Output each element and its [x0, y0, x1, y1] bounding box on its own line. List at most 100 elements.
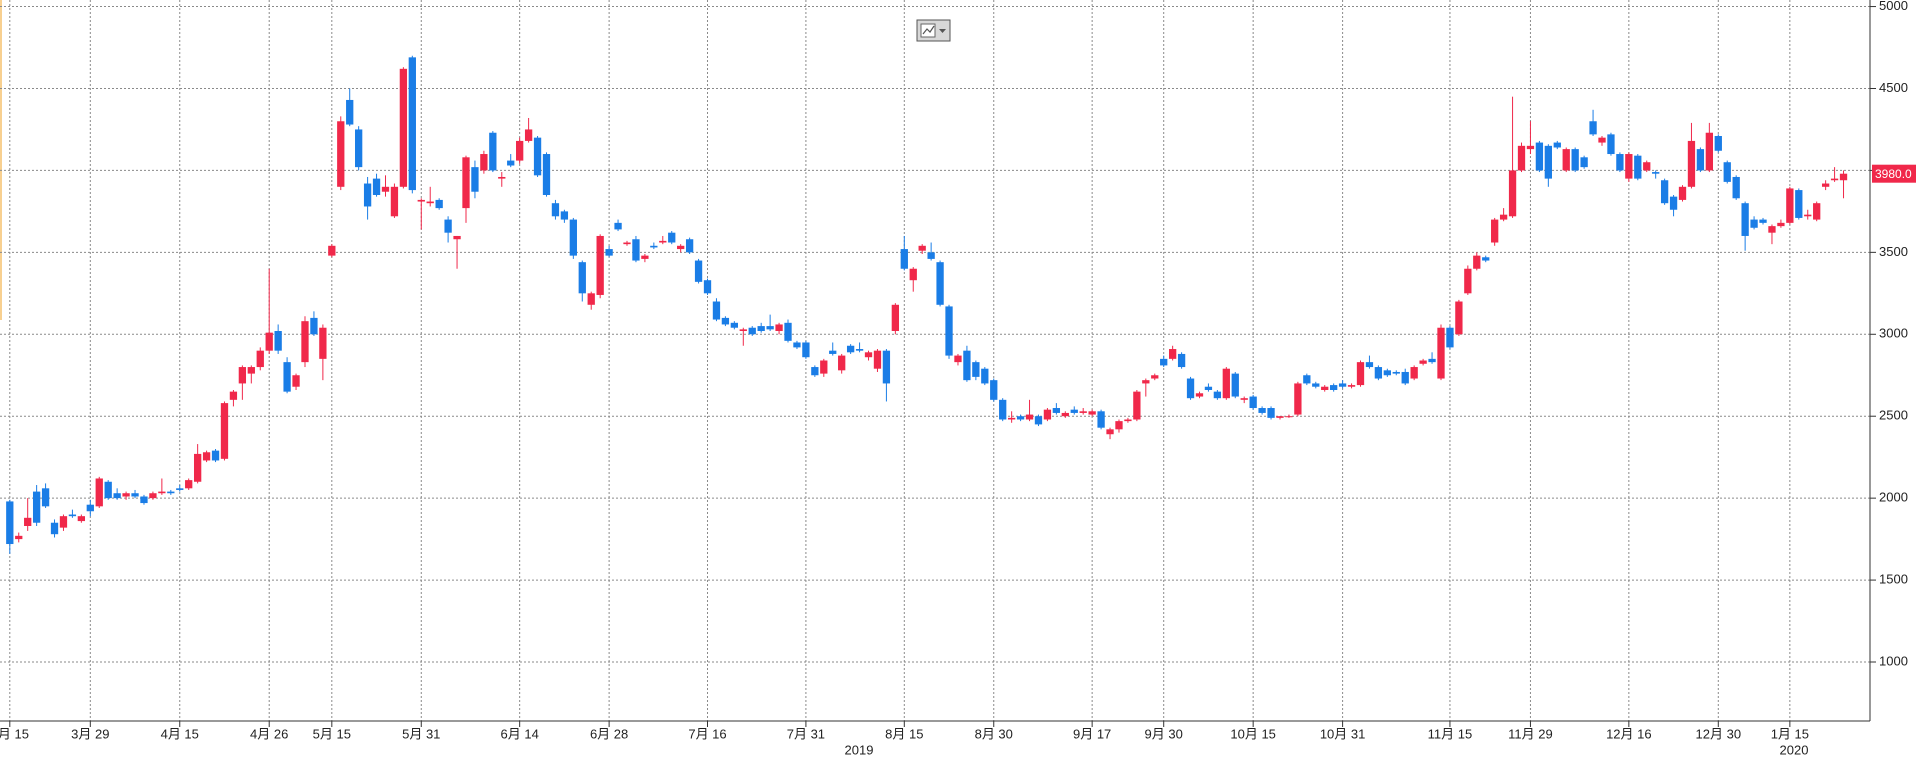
candle-body [507, 160, 515, 166]
candle [1231, 371, 1239, 399]
candle-body [712, 301, 721, 320]
candle-body [864, 352, 873, 358]
y-tick-label: 3000 [1879, 326, 1908, 341]
candle-body [220, 403, 229, 459]
candle-body [462, 157, 470, 209]
candle-body [614, 222, 622, 230]
candle-body [399, 68, 408, 187]
button-arrow[interactable] [939, 29, 946, 33]
candle-body [15, 535, 23, 540]
candle [1777, 219, 1785, 228]
candle-body [1222, 368, 1230, 399]
candle-body [6, 501, 14, 545]
candle-body [1562, 149, 1570, 171]
candle [533, 136, 542, 177]
candle-body [1544, 145, 1552, 179]
candle-body [1777, 222, 1785, 227]
candle [435, 198, 443, 210]
candle [820, 358, 828, 377]
button-icon-line[interactable] [922, 25, 935, 35]
candle-body [1732, 176, 1740, 199]
candle-body [1499, 214, 1508, 220]
candle [1338, 380, 1347, 389]
candle [1124, 417, 1132, 423]
candle-body [1151, 375, 1159, 379]
candle-body [1625, 154, 1633, 179]
candle [632, 235, 640, 263]
x-tick-label: 6月 28 [590, 726, 628, 741]
candle-body [1401, 371, 1409, 384]
candle [176, 485, 184, 492]
candle-body [1553, 142, 1561, 148]
candle [882, 349, 891, 402]
candle-body [891, 304, 900, 332]
candle-body [533, 137, 542, 176]
x-tick-label: 5月 15 [313, 726, 351, 741]
candle-body [1133, 391, 1141, 420]
x-tick-label: 3月 29 [71, 726, 109, 741]
candle-body [677, 245, 685, 250]
candle [408, 55, 416, 194]
year-label: 2019 [845, 742, 874, 757]
candle [811, 365, 819, 377]
candle [274, 324, 282, 354]
candle [417, 198, 425, 230]
candle-body [1795, 190, 1803, 218]
candle [855, 342, 864, 353]
x-tick-label: 8月 15 [885, 726, 923, 741]
candle-body [1455, 301, 1463, 335]
candle [685, 237, 694, 254]
x-tick-label: 10月 15 [1230, 726, 1276, 741]
candle [730, 321, 738, 330]
candle [1303, 373, 1311, 386]
candle-body [95, 478, 103, 507]
candle [122, 491, 130, 500]
candle [1482, 255, 1490, 263]
candle [1419, 358, 1427, 366]
candle [1696, 147, 1705, 173]
candle-body [820, 360, 828, 374]
candle [1007, 411, 1016, 423]
candle-body [176, 488, 184, 490]
candle [927, 242, 935, 261]
candle [1401, 368, 1409, 386]
candle-body [1634, 155, 1642, 179]
candle-body [1079, 411, 1087, 413]
x-tick-label: 1月 15 [1771, 726, 1809, 741]
candle [104, 480, 112, 500]
candle [1625, 152, 1633, 182]
candle-body [435, 199, 443, 209]
candle [623, 240, 631, 246]
candle [1321, 385, 1329, 392]
candle-body [1356, 362, 1365, 386]
candle [516, 137, 524, 164]
candle [1562, 147, 1570, 173]
candle-body [211, 450, 220, 461]
candle-body [408, 57, 416, 191]
candle-body [578, 262, 586, 294]
candle [328, 244, 336, 258]
candle-body [1392, 371, 1400, 374]
chart-type-button[interactable] [916, 19, 951, 42]
candle [1052, 403, 1061, 415]
candle-body [229, 391, 238, 400]
candle [1169, 345, 1177, 361]
candle [1660, 178, 1669, 205]
candle-body [77, 516, 86, 522]
candle [650, 242, 658, 250]
candle [1142, 378, 1150, 397]
candle-body [1652, 172, 1660, 174]
candle [41, 483, 50, 508]
candle-body [954, 355, 962, 363]
candle-body [1821, 183, 1830, 187]
candle [1678, 185, 1687, 202]
candle-body [927, 252, 935, 259]
candle [1517, 142, 1526, 173]
candle [149, 491, 157, 500]
candle [1160, 355, 1168, 368]
candle-body [1839, 173, 1848, 181]
x-tick-label: 12月 16 [1606, 726, 1652, 741]
candle [1759, 217, 1767, 225]
candle [1222, 367, 1230, 400]
candle-body [909, 268, 917, 281]
